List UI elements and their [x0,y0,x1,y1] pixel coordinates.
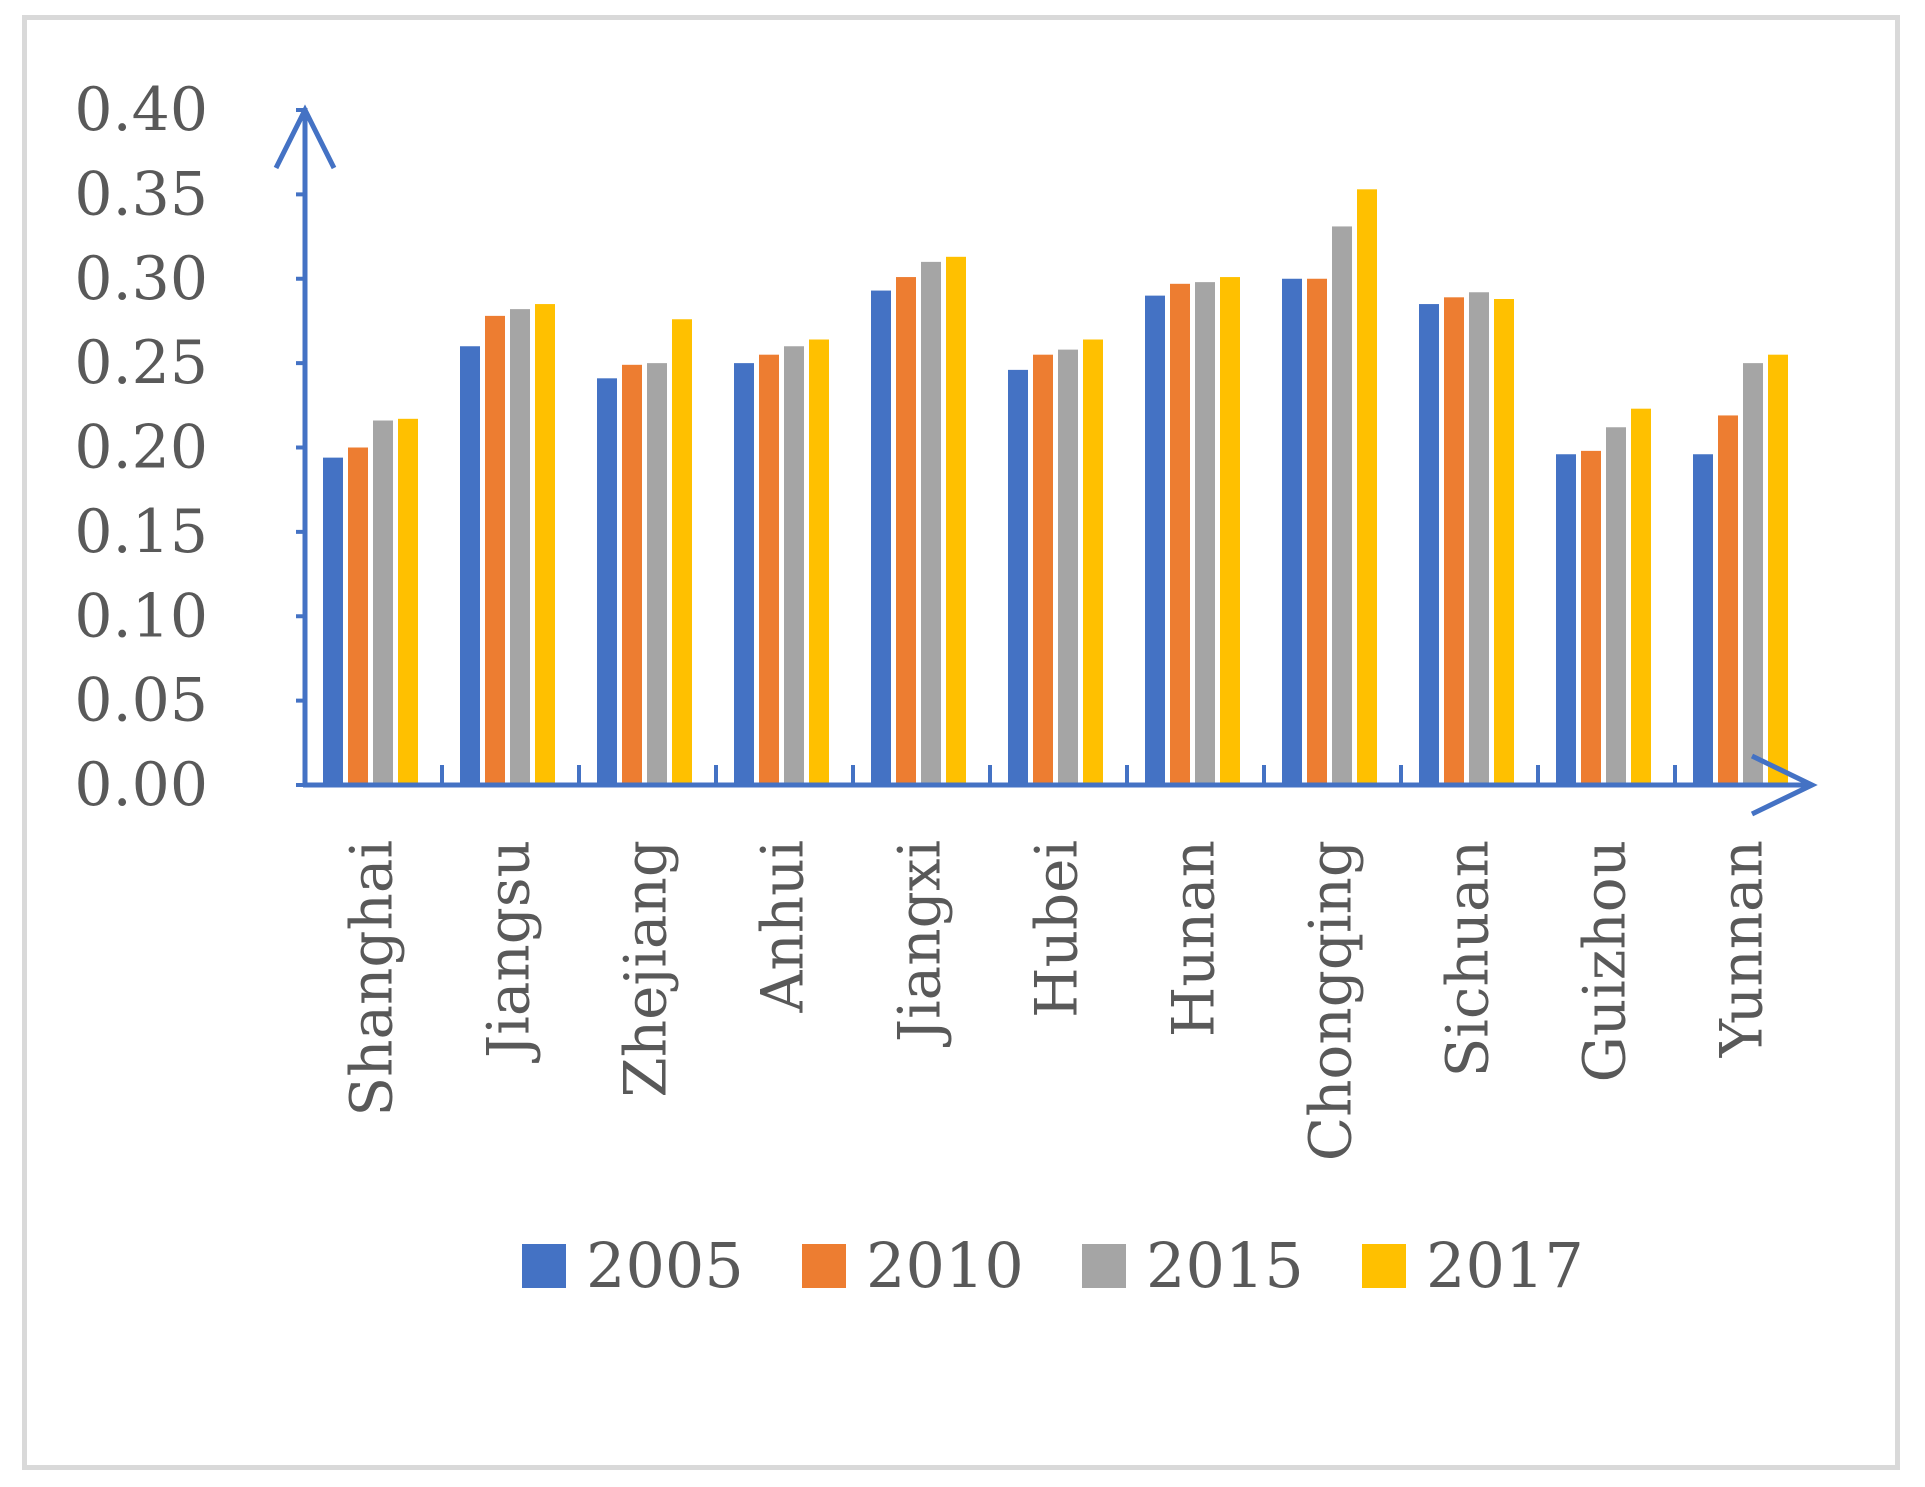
bar-2015-hunan [1195,282,1215,785]
bar-2015-yunnan [1743,363,1763,785]
y-tick-label: 0.30 [74,244,208,314]
bar-2017-hubei [1083,339,1103,785]
bar-2010-hubei [1033,354,1053,785]
bar-2010-shanghai [348,447,368,785]
x-tick-label: Zhejiang [612,840,680,1098]
bar-2005-zhejiang [597,378,617,785]
bar-2017-shanghai [398,418,418,785]
legend-swatch-2010 [802,1244,846,1288]
legend-label-2015: 2015 [1146,1229,1304,1302]
bar-2010-zhejiang [622,364,642,785]
bar-2005-hunan [1145,295,1165,785]
chart-frame [22,15,1900,1470]
axes [273,104,1818,817]
bar-2015-jiangsu [510,309,530,785]
x-tick-label: Jiangxi [886,840,954,1047]
bar-2010-anhui [759,354,779,785]
bar-2017-hunan [1220,277,1240,785]
bar-2005-hubei [1008,369,1028,785]
bar-2005-guizhou [1556,454,1576,785]
x-tick-label: Hubei [1023,840,1091,1018]
legend-swatch-2017 [1362,1244,1406,1288]
bar-2005-jiangxi [871,290,891,785]
bar-2010-jiangxi [896,277,916,785]
bar-2005-anhui [734,363,754,785]
bar-2017-guizhou [1631,408,1651,785]
y-axis-ticks: 0.00 0.05 0.10 0.15 0.20 0.25 0.30 0.35 0.40 [74,75,208,820]
x-tick-label: Anhui [749,840,817,1014]
bar-2015-shanghai [373,420,393,785]
x-tick-label: Shanghai [338,840,406,1117]
x-tick-label: Hunan [1160,840,1228,1037]
y-tick-label: 0.35 [74,159,208,229]
bar-2005-jiangsu [460,346,480,785]
bar-2015-hubei [1058,349,1078,785]
bar-2015-guizhou [1606,427,1626,785]
bar-2005-sichuan [1419,304,1439,785]
bar-2010-yunnan [1718,415,1738,785]
legend-swatch-2015 [1082,1244,1126,1288]
bar-2005-yunnan [1693,454,1713,785]
y-tick-label: 0.05 [74,666,208,736]
bar-2015-anhui [784,346,804,785]
bar-2017-jiangsu [535,304,555,785]
y-tick-label: 0.00 [74,750,208,820]
y-tick-label: 0.25 [74,328,208,398]
x-tick-label: Sichuan [1434,840,1502,1077]
bar-2010-chongqing [1307,278,1327,785]
bar-2017-yunnan [1768,354,1788,785]
bar-2017-jiangxi [946,256,966,785]
x-axis-arrow [1750,753,1818,817]
y-tick-label: 0.10 [74,581,208,651]
x-tick-label: Chongqing [1297,840,1365,1161]
bar-2015-jiangxi [921,261,941,785]
y-tick-label: 0.20 [74,413,208,483]
bar-2017-sichuan [1494,299,1514,785]
y-tick-label: 0.15 [74,497,208,567]
bar-2005-chongqing [1282,278,1302,785]
legend-label-2010: 2010 [866,1229,1024,1302]
bar-2010-hunan [1170,283,1190,785]
bar-2017-chongqing [1357,189,1377,785]
legend-label-2017: 2017 [1426,1229,1584,1302]
bar-2010-sichuan [1444,297,1464,785]
bar-2010-guizhou [1581,450,1601,785]
bar-2015-zhejiang [647,363,667,785]
x-axis-labels: Shanghai Jiangsu Zhejiang Anhui Jiangxi Hubei… [338,840,1776,1161]
bar-2005-shanghai [323,457,343,785]
bar-2010-jiangsu [485,315,505,785]
bars [323,189,1788,785]
x-tick-label: Jiangsu [475,840,543,1063]
bar-2017-zhejiang [672,319,692,785]
bar-2015-chongqing [1332,226,1352,785]
legend-swatch-2005 [522,1244,566,1288]
legend: 2005 2010 2015 2017 [522,1229,1584,1302]
x-tick-label: Yunnan [1708,840,1776,1058]
bar-2015-sichuan [1469,292,1489,785]
x-tick-label: Guizhou [1571,840,1639,1082]
legend-label-2005: 2005 [586,1229,744,1302]
bar-2017-anhui [809,339,829,785]
y-tick-label: 0.40 [74,75,208,145]
